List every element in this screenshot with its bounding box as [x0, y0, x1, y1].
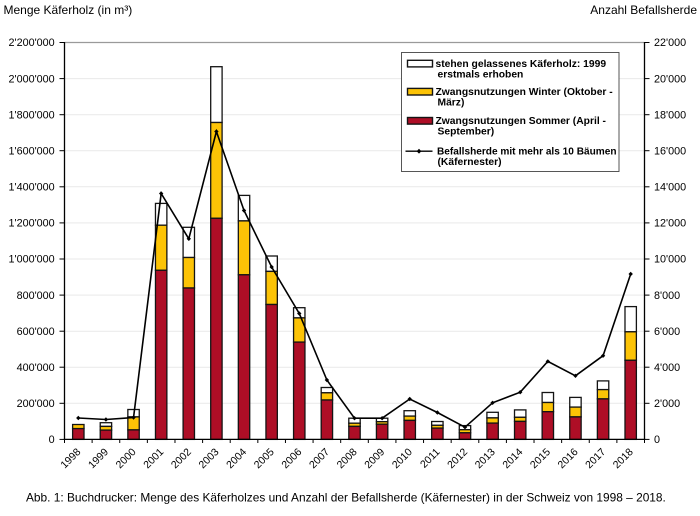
- svg-text:20'000: 20'000: [654, 73, 686, 85]
- svg-text:1'200'000: 1'200'000: [9, 218, 55, 230]
- svg-text:22'000: 22'000: [654, 37, 686, 49]
- svg-text:12'000: 12'000: [654, 218, 686, 230]
- svg-text:200'000: 200'000: [17, 398, 55, 410]
- svg-text:1'400'000: 1'400'000: [9, 182, 55, 194]
- svg-text:14'000: 14'000: [654, 182, 686, 194]
- svg-text:2'000'000: 2'000'000: [9, 73, 55, 85]
- svg-text:18'000: 18'000: [654, 109, 686, 121]
- svg-text:2'200'000: 2'200'000: [9, 37, 55, 49]
- svg-text:800'000: 800'000: [17, 290, 55, 302]
- svg-text:erstmals erhoben: erstmals erhoben: [438, 70, 524, 81]
- svg-text:6'000: 6'000: [654, 326, 680, 338]
- svg-text:400'000: 400'000: [17, 362, 55, 374]
- svg-text:September): September): [438, 127, 495, 138]
- svg-text:16'000: 16'000: [654, 145, 686, 157]
- svg-text:März): März): [438, 98, 465, 109]
- svg-text:2'000: 2'000: [654, 398, 680, 410]
- svg-text:Befallsherde mit mehr als 10 B: Befallsherde mit mehr als 10 Bäumen: [437, 147, 617, 158]
- svg-text:0: 0: [49, 434, 55, 446]
- svg-text:0: 0: [654, 434, 660, 446]
- svg-text:1'800'000: 1'800'000: [9, 109, 55, 121]
- svg-text:1'000'000: 1'000'000: [9, 254, 55, 266]
- svg-text:Zwangsnutzungen Winter (Oktobe: Zwangsnutzungen Winter (Oktober -: [436, 87, 614, 98]
- svg-text:8'000: 8'000: [654, 290, 680, 302]
- svg-text:Menge Käferholz (in m³): Menge Käferholz (in m³): [4, 3, 133, 17]
- svg-text:(Käfernester): (Käfernester): [438, 157, 502, 168]
- svg-text:stehen gelassenes Käferholz: 1: stehen gelassenes Käferholz: 1999: [436, 59, 607, 70]
- svg-text:Abb. 1: Buchdrucker: Menge des: Abb. 1: Buchdrucker: Menge des Käferholz…: [26, 491, 666, 505]
- svg-text:1'600'000: 1'600'000: [9, 145, 55, 157]
- svg-text:4'000: 4'000: [654, 362, 680, 374]
- svg-text:Zwangsnutzungen Sommer (April: Zwangsnutzungen Sommer (April -: [436, 116, 607, 127]
- svg-text:Anzahl Befallsherde: Anzahl Befallsherde: [590, 3, 697, 17]
- svg-text:10'000: 10'000: [654, 254, 686, 266]
- svg-text:600'000: 600'000: [17, 326, 55, 338]
